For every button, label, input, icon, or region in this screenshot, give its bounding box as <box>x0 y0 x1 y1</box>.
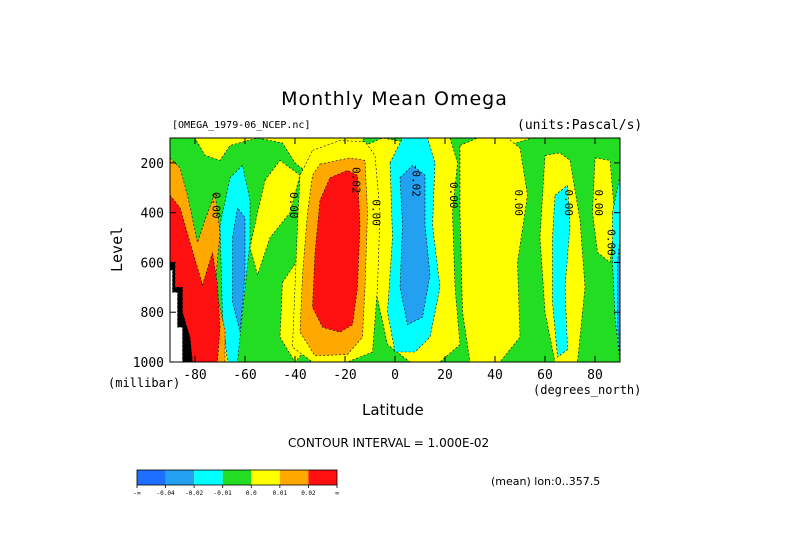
contour-label-9: 0.00 <box>605 229 618 256</box>
units-label: (units:Pascal/s) <box>517 118 643 133</box>
contour-region-5 <box>459 138 528 362</box>
y-tick-label: 200 <box>141 157 164 172</box>
x-axis-unit-label: (degrees_north) <box>533 383 642 397</box>
colorbar-label: -0.04 <box>157 490 175 497</box>
dataset-label: [OMEGA_1979-06_NCEP.nc] <box>172 120 311 131</box>
y-tick-label: 800 <box>141 306 164 321</box>
y-tick-label: 1000 <box>133 356 164 371</box>
colorbar-label: -0.01 <box>214 490 232 497</box>
contour-region-14 <box>232 206 246 333</box>
x-tick-label: 80 <box>587 368 603 383</box>
y-axis-unit-label: (millibar) <box>108 376 181 390</box>
x-axis-label: Latitude <box>362 401 424 419</box>
colorbar-swatch <box>279 470 309 485</box>
contour-region-21 <box>170 269 183 362</box>
x-tick-label: 20 <box>437 368 453 383</box>
colorbar-label: 0.02 <box>301 490 316 497</box>
colorbar-swatch <box>222 470 252 485</box>
contour-label-1: 0.00 <box>287 192 300 219</box>
contour-label-4: -0.02 <box>410 164 423 197</box>
x-tick-label: 40 <box>487 368 503 383</box>
x-tick-label: -80 <box>183 368 206 383</box>
contour-region-10 <box>312 170 361 333</box>
mean-longitude-label: (mean) lon:0..357.5 <box>491 475 601 488</box>
contour-region-15 <box>552 184 571 358</box>
contour-region-12 <box>399 164 431 326</box>
axes: -80 -60 -40 -20 0 20 40 60 80 200 400 600 800 1000 <box>133 138 620 383</box>
colorbar-frame <box>136 469 338 486</box>
x-tick-label: 0 <box>391 368 399 383</box>
colorbar: -∞ -0.04 -0.02 -0.01 0.0 0.01 0.02 ∞ <box>133 469 339 497</box>
colorbar-swatch <box>137 470 166 485</box>
contour-label-2: 0.02 <box>350 167 363 194</box>
contour-label-6: 0.00 <box>512 189 525 216</box>
colorbar-swatch <box>194 470 223 485</box>
x-tick-label: 60 <box>537 368 553 383</box>
colorbar-label: ∞ <box>335 490 339 497</box>
contour-label-0: 0.00 <box>210 192 223 219</box>
x-tick-label: -20 <box>333 368 356 383</box>
y-tick-label: 600 <box>141 256 164 271</box>
contour-interval-label: CONTOUR INTERVAL = 1.000E-02 <box>288 436 490 450</box>
colorbar-label: 0.01 <box>273 490 288 497</box>
colorbar-swatch <box>165 470 195 485</box>
chart-title: Monthly Mean Omega <box>281 88 508 110</box>
x-tick-label: -40 <box>283 368 306 383</box>
contour-label-8: 0.00 <box>592 189 605 216</box>
contour-fields <box>170 138 620 362</box>
colorbar-swatch <box>308 470 337 485</box>
colorbar-label: -0.02 <box>185 490 203 497</box>
contour-region-7 <box>592 157 616 263</box>
contour-label-5: 0.00 <box>447 182 460 209</box>
contour-region-17 <box>617 237 620 362</box>
x-tick-label: -60 <box>233 368 256 383</box>
colorbar-label: 0.0 <box>246 490 257 497</box>
y-tick-label: 400 <box>141 207 164 222</box>
colorbar-label: -∞ <box>133 490 141 497</box>
contour-region-2 <box>249 159 301 276</box>
contour-label-7: 0.00 <box>562 189 575 216</box>
contour-labels: 0.00 0.000.020.00-0.02 0.00 0.00 0.00 0.000.0… <box>210 164 618 256</box>
contour-label-3: 0.00 <box>370 199 383 226</box>
colorbar-swatch <box>251 470 280 485</box>
